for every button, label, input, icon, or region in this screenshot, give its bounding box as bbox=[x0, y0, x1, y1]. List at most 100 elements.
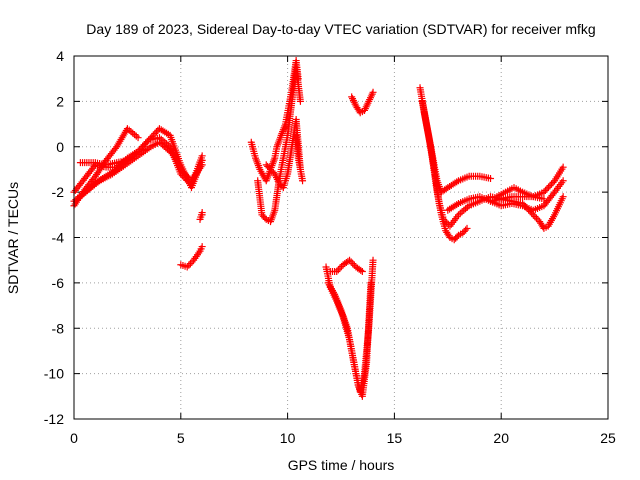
data-point bbox=[198, 161, 206, 169]
data-point bbox=[178, 167, 186, 175]
data-point bbox=[526, 208, 534, 216]
x-axis-label: GPS time / hours bbox=[288, 457, 395, 473]
data-point bbox=[523, 204, 531, 212]
data-point bbox=[111, 144, 119, 152]
y-tick-label: -10 bbox=[44, 366, 64, 382]
chart-title: Day 189 of 2023, Sidereal Day-to-day VTE… bbox=[86, 21, 595, 37]
data-point bbox=[347, 258, 355, 266]
series-arc-11 bbox=[292, 131, 307, 185]
data-point bbox=[180, 169, 188, 177]
data-point bbox=[544, 183, 552, 191]
y-tick-label: -8 bbox=[52, 320, 65, 336]
data-point bbox=[261, 214, 269, 222]
data-point bbox=[531, 213, 539, 221]
x-tick-label: 20 bbox=[493, 430, 509, 446]
data-point bbox=[525, 206, 533, 214]
data-point bbox=[487, 175, 495, 183]
data-point bbox=[540, 188, 548, 196]
data-point bbox=[198, 152, 206, 160]
data-point bbox=[543, 185, 551, 193]
y-tick-label: -12 bbox=[44, 411, 64, 427]
data-point bbox=[94, 178, 102, 186]
series-arc-4 bbox=[76, 138, 206, 201]
data-point bbox=[334, 266, 342, 274]
data-point bbox=[532, 214, 540, 222]
data-point bbox=[463, 224, 471, 232]
data-point bbox=[559, 163, 567, 171]
data-point bbox=[559, 177, 567, 185]
data-point bbox=[142, 139, 150, 147]
x-tick-label: 25 bbox=[600, 430, 616, 446]
data-point bbox=[143, 138, 151, 146]
series-arc-9 bbox=[254, 63, 304, 226]
data-point bbox=[186, 260, 194, 268]
data-point bbox=[333, 268, 341, 276]
data-point bbox=[549, 178, 557, 186]
data-point bbox=[559, 193, 567, 201]
data-point bbox=[188, 258, 196, 266]
series-arc-14 bbox=[326, 256, 366, 276]
data-point bbox=[299, 177, 307, 185]
data-point bbox=[137, 144, 145, 152]
series-arc-19 bbox=[444, 177, 567, 214]
data-point bbox=[549, 190, 557, 198]
data-point bbox=[185, 261, 193, 269]
grid bbox=[74, 56, 608, 419]
x-tick-label: 5 bbox=[177, 430, 185, 446]
data-point bbox=[134, 134, 142, 142]
data-point bbox=[369, 256, 377, 264]
data-point bbox=[346, 256, 354, 264]
data-point bbox=[548, 180, 556, 188]
data-point bbox=[369, 88, 377, 96]
y-axis-label: SDTVAR / TECUs bbox=[5, 182, 21, 294]
y-tick-label: -2 bbox=[52, 184, 65, 200]
data-marks bbox=[70, 57, 567, 400]
data-point bbox=[123, 156, 131, 164]
series-arc-15 bbox=[348, 88, 377, 117]
x-tick-label: 0 bbox=[70, 430, 78, 446]
data-point bbox=[529, 211, 537, 219]
data-point bbox=[453, 233, 461, 241]
data-point bbox=[349, 260, 357, 268]
data-point bbox=[183, 172, 191, 180]
y-tick-label: -4 bbox=[52, 230, 65, 246]
data-point bbox=[198, 243, 206, 251]
y-tick-label: 0 bbox=[56, 139, 64, 155]
data-point bbox=[140, 141, 148, 149]
y-tick-label: 2 bbox=[56, 93, 64, 109]
data-point bbox=[139, 142, 147, 150]
data-point bbox=[90, 163, 98, 171]
series-arc-21 bbox=[493, 184, 548, 203]
data-point bbox=[528, 209, 536, 217]
data-point bbox=[296, 97, 304, 105]
data-point bbox=[540, 195, 548, 203]
y-tick-label: 4 bbox=[56, 48, 64, 64]
series-arc-6 bbox=[177, 243, 206, 271]
data-point bbox=[183, 263, 191, 271]
data-point bbox=[541, 187, 549, 195]
y-tick-label: -6 bbox=[52, 275, 65, 291]
plot-frame bbox=[73, 55, 609, 420]
data-point bbox=[520, 201, 528, 209]
data-point bbox=[462, 226, 470, 234]
x-tick-label: 10 bbox=[280, 430, 296, 446]
data-point bbox=[522, 203, 530, 211]
data-point bbox=[336, 264, 344, 272]
data-point bbox=[358, 268, 366, 276]
ticks: 0 5 10 15 20 25 -12 -10 -8 -6 -4 -2 0 2 4 bbox=[44, 48, 616, 446]
data-point bbox=[357, 266, 365, 274]
series-arc-18 bbox=[420, 109, 471, 244]
data-point bbox=[198, 211, 206, 219]
data-point bbox=[181, 170, 189, 178]
series-arc-5 bbox=[76, 156, 131, 169]
data-point bbox=[152, 128, 160, 136]
series-arc-13 bbox=[324, 256, 377, 396]
series-arc-20 bbox=[487, 193, 567, 232]
data-point bbox=[519, 199, 527, 207]
x-tick-label: 15 bbox=[387, 430, 403, 446]
series-arc-7 bbox=[196, 209, 206, 223]
data-point bbox=[546, 182, 554, 190]
data-point bbox=[177, 165, 185, 173]
